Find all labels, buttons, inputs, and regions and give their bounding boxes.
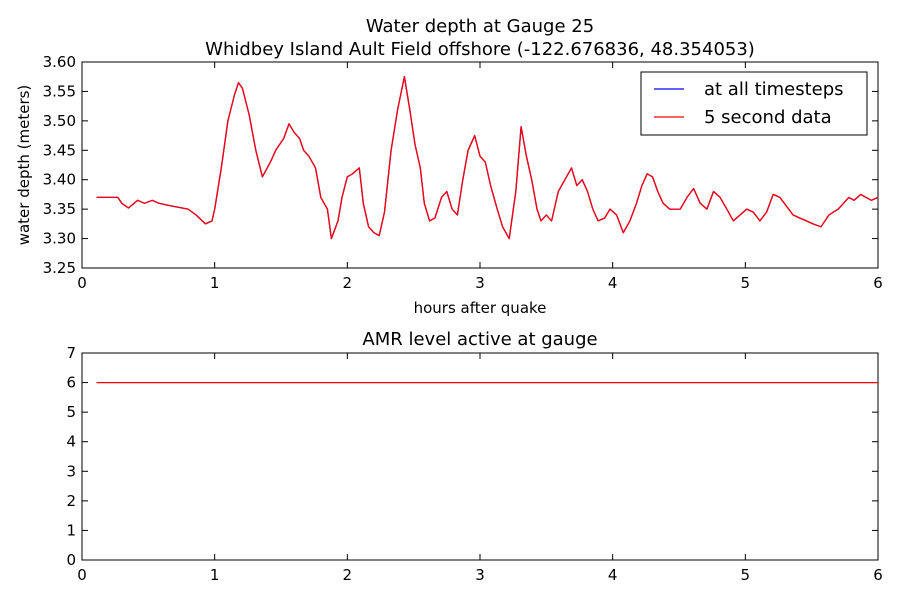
water-depth-plot: 0 1 2 3 4 5 6 3.25 3.30 3.35 3.40 3.45 3.50 3.55 3.60 — [43, 53, 883, 292]
water-depth-x-ticks: 0 1 2 3 4 5 6 — [77, 62, 883, 292]
y-tick-label: 0 — [66, 551, 76, 569]
x-tick-label: 6 — [873, 274, 883, 292]
chart-title: Water depth at Gauge 25 — [366, 16, 594, 37]
amr-level-x-ticks: 0 1 2 3 4 5 6 — [77, 353, 883, 584]
x-tick-label: 3 — [475, 274, 485, 292]
y-tick-label: 3.55 — [43, 82, 76, 100]
water-depth-y-ticks: 3.25 3.30 3.35 3.40 3.45 3.50 3.55 3.60 — [43, 53, 878, 277]
5-second-data-line — [96, 76, 879, 240]
legend-label-at-all-timesteps: at all timesteps — [704, 79, 844, 100]
x-tick-label: 4 — [608, 566, 618, 584]
y-tick-label: 6 — [66, 374, 76, 392]
x-tick-label: 0 — [77, 274, 87, 292]
x-tick-label: 2 — [343, 274, 353, 292]
x-tick-label: 5 — [741, 274, 751, 292]
x-tick-label: 1 — [210, 274, 220, 292]
y-tick-label: 3.50 — [43, 112, 76, 130]
y-tick-label: 3.25 — [43, 259, 76, 277]
y-tick-label: 7 — [66, 344, 76, 362]
amr-level-plot: 0 1 2 3 4 5 6 0 1 2 3 4 5 6 7 — [66, 344, 882, 584]
x-tick-label: 4 — [608, 274, 618, 292]
y-tick-label: 3.30 — [43, 230, 76, 248]
y-tick-label: 3.40 — [43, 171, 76, 189]
legend-box — [640, 71, 868, 136]
x-axis-label: hours after quake — [414, 299, 547, 317]
y-tick-label: 5 — [66, 403, 76, 421]
y-tick-label: 3 — [66, 462, 76, 480]
y-tick-label: 3.60 — [43, 53, 76, 71]
amr-chart-title: AMR level active at gauge — [362, 329, 597, 350]
y-tick-label: 1 — [66, 521, 76, 539]
water-depth-series — [96, 76, 879, 240]
x-tick-label: 3 — [475, 566, 485, 584]
y-tick-label: 4 — [66, 433, 76, 451]
x-tick-label: 0 — [77, 566, 87, 584]
y-tick-label: 3.45 — [43, 141, 76, 159]
x-tick-label: 1 — [210, 566, 220, 584]
chart-subtitle: Whidbey Island Ault Field offshore (-122… — [205, 39, 755, 60]
y-tick-label: 3.35 — [43, 200, 76, 218]
y-axis-label: water depth (meters) — [15, 85, 33, 246]
x-tick-label: 6 — [873, 566, 883, 584]
legend-label-5-second-data: 5 second data — [704, 107, 832, 128]
y-tick-label: 2 — [66, 492, 76, 510]
x-tick-label: 5 — [741, 566, 751, 584]
legend: at all timesteps 5 second data — [640, 71, 868, 136]
x-tick-label: 2 — [343, 566, 353, 584]
amr-level-y-ticks: 0 1 2 3 4 5 6 7 — [66, 344, 878, 569]
